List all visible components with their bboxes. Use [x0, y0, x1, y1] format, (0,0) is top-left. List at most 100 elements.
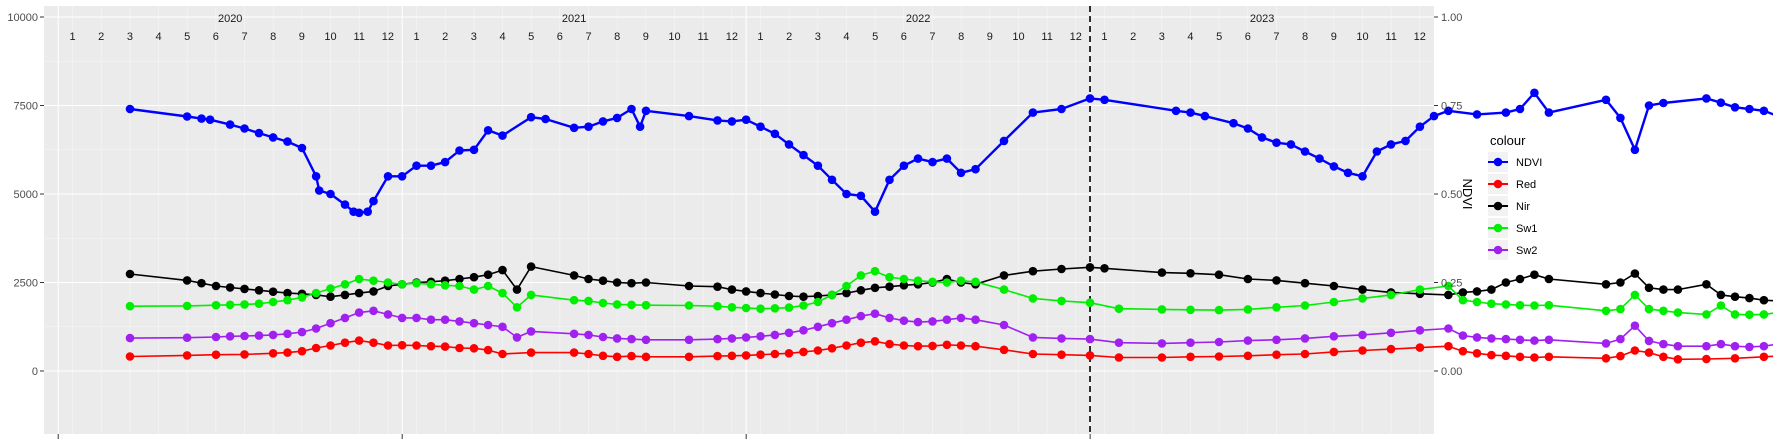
data-point-nir: [197, 278, 206, 288]
data-point-red: [799, 347, 808, 357]
data-point-sw1: [1501, 300, 1511, 309]
legend-key-point: [1493, 179, 1503, 189]
data-point-sw1: [756, 304, 765, 314]
data-point-sw2: [870, 309, 880, 319]
data-point-ndvi: [1200, 111, 1210, 121]
data-point-sw1: [842, 281, 851, 291]
data-point-nir: [1659, 285, 1668, 294]
data-point-nir: [326, 292, 335, 302]
data-point-red: [311, 343, 321, 353]
data-point-ndvi: [440, 157, 450, 167]
data-point-sw1: [741, 303, 751, 313]
data-point-red: [770, 349, 780, 359]
data-point-sw1: [1472, 297, 1482, 307]
data-point-nir: [1673, 285, 1683, 294]
data-point-red: [942, 340, 952, 350]
month-label: 7: [1273, 31, 1279, 43]
data-point-sw2: [1544, 335, 1554, 345]
data-point-sw1: [268, 297, 278, 307]
data-point-sw2: [1186, 338, 1195, 348]
data-point-sw2: [1702, 341, 1711, 351]
data-point-sw2: [440, 315, 450, 325]
data-point-red: [1601, 354, 1611, 363]
data-point-nir: [1085, 263, 1095, 272]
data-point-sw1: [1745, 310, 1754, 320]
data-point-sw2: [684, 335, 694, 345]
left-axis-tick-label: 0: [32, 366, 38, 378]
data-point-red: [928, 341, 937, 351]
month-label: 4: [499, 31, 505, 43]
data-point-sw1: [397, 280, 407, 289]
data-point-ndvi: [1415, 122, 1425, 131]
data-point-ndvi: [426, 161, 436, 170]
data-point-red: [426, 341, 436, 351]
data-point-ndvi: [1300, 147, 1310, 156]
data-point-ndvi: [1028, 108, 1038, 117]
data-point-sw2: [756, 332, 765, 341]
data-point-nir: [182, 276, 192, 285]
month-label: 7: [241, 31, 247, 43]
data-point-red: [971, 341, 980, 351]
month-label: 1: [757, 31, 763, 43]
data-point-nir: [784, 291, 794, 301]
month-label: 10: [1012, 31, 1024, 43]
data-point-ndvi: [363, 207, 373, 216]
data-point-red: [1530, 353, 1539, 362]
data-point-ndvi: [1716, 98, 1726, 107]
data-point-nir: [1028, 266, 1038, 276]
data-point-red: [1243, 351, 1253, 361]
data-point-sw1: [928, 277, 937, 287]
data-point-ndvi: [999, 136, 1009, 146]
data-point-nir: [498, 265, 507, 275]
data-point-sw2: [1716, 339, 1726, 349]
data-point-sw1: [1444, 281, 1453, 291]
month-label: 12: [1070, 31, 1082, 43]
data-point-sw2: [426, 315, 436, 325]
data-point-nir: [1057, 264, 1066, 274]
data-point-sw2: [928, 317, 937, 326]
month-label: 4: [843, 31, 849, 43]
data-point-red: [1515, 352, 1525, 362]
data-point-ndvi: [928, 157, 937, 167]
month-label: 9: [299, 31, 305, 43]
data-point-ndvi: [1530, 88, 1539, 98]
month-label: 10: [1356, 31, 1368, 43]
month-label: 11: [1385, 31, 1396, 43]
legend-label-sw1: Sw1: [1516, 223, 1537, 235]
data-point-sw1: [1358, 294, 1367, 303]
data-point-nir: [1702, 280, 1711, 289]
month-label: 8: [270, 31, 276, 43]
data-point-ndvi: [770, 129, 780, 139]
data-point-red: [1702, 354, 1711, 364]
data-point-nir: [1444, 290, 1453, 300]
data-point-sw2: [627, 334, 636, 344]
data-point-nir: [1501, 278, 1511, 287]
data-point-red: [1186, 352, 1195, 362]
data-point-ndvi: [1730, 103, 1740, 112]
data-point-red: [1157, 353, 1167, 362]
month-label: 3: [471, 31, 477, 43]
legend-key-point: [1493, 245, 1503, 255]
data-point-sw2: [1386, 328, 1396, 338]
data-point-sw1: [813, 297, 823, 307]
data-point-red: [999, 345, 1009, 355]
data-point-sw2: [813, 322, 823, 332]
data-point-sw2: [297, 327, 307, 337]
data-point-ndvi: [641, 106, 651, 116]
month-label: 5: [872, 31, 878, 43]
data-point-sw2: [856, 311, 866, 321]
data-point-nir: [1300, 278, 1310, 288]
data-point-sw1: [1329, 297, 1339, 307]
data-point-ndvi: [205, 115, 215, 124]
data-point-sw1: [254, 299, 264, 309]
data-point-sw2: [1444, 324, 1453, 333]
data-point-ndvi: [1329, 162, 1339, 171]
year-label: 2020: [218, 13, 242, 25]
data-point-nir: [842, 288, 851, 298]
data-point-sw1: [512, 303, 522, 312]
data-point-red: [440, 342, 450, 351]
data-point-ndvi: [885, 175, 894, 185]
data-point-sw1: [598, 298, 608, 308]
data-point-ndvi: [1759, 106, 1769, 116]
data-point-red: [326, 341, 335, 350]
